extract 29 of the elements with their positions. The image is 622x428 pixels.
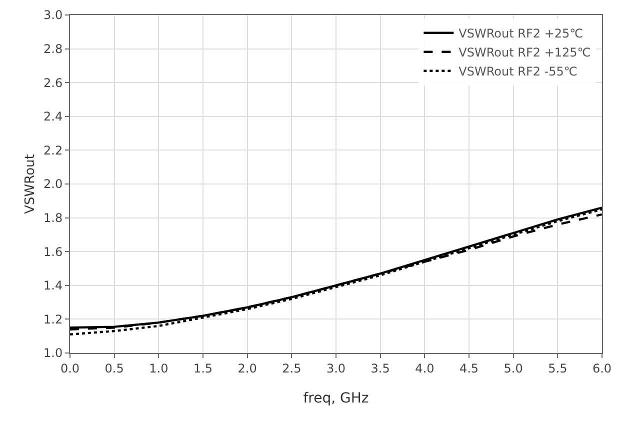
x-tick-label: 1.5 (193, 361, 213, 376)
x-tick-label: 2.0 (238, 361, 257, 376)
x-tick-label: 5.5 (548, 361, 568, 376)
y-tick-label: 1.8 (44, 211, 63, 225)
x-tick-label: 4.5 (459, 361, 479, 376)
y-tick-label: 3.0 (44, 8, 63, 22)
y-tick-label: 1.4 (44, 278, 63, 293)
legend-label: VSWRout RF2 -55℃ (458, 64, 578, 79)
x-tick-label: 2.5 (282, 361, 302, 376)
x-tick-label: 5.0 (504, 361, 523, 376)
y-tick-label: 2.0 (44, 177, 63, 192)
x-axis-title: freq, GHz (303, 390, 369, 407)
x-tick-label: 0.5 (104, 361, 124, 376)
y-tick-label: 1.2 (44, 312, 63, 326)
x-tick-label: 6.0 (592, 361, 612, 376)
y-tick-label: 2.6 (44, 76, 63, 90)
x-tick-label: 0.0 (60, 361, 80, 376)
y-tick-label: 1.6 (44, 244, 63, 259)
y-tick-label: 2.2 (44, 143, 63, 158)
y-tick-label: 1.0 (44, 346, 63, 360)
y-axis-title: VSWRout (23, 154, 38, 214)
x-tick-label: 3.5 (370, 361, 390, 376)
y-tick-label: 2.8 (44, 42, 63, 56)
x-tick-label: 1.0 (149, 361, 168, 376)
legend-label: VSWRout RF2 +125℃ (458, 46, 591, 60)
y-tick-label: 2.4 (44, 110, 63, 124)
legend-label: VSWRout RF2 +25℃ (458, 26, 584, 41)
x-tick-label: 3.0 (326, 361, 346, 376)
x-tick-label: 4.0 (415, 361, 434, 376)
